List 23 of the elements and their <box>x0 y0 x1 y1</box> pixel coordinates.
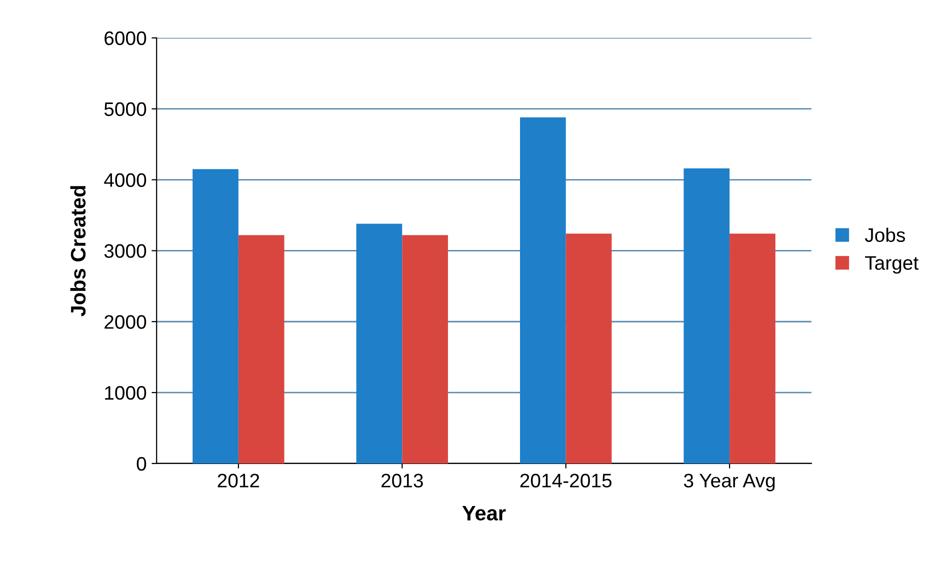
y-tick-label: 0 <box>136 456 146 471</box>
x-tick-label: 3 Year Avg <box>684 474 775 492</box>
y-tick-label: 6000 <box>104 31 146 46</box>
x-tick-label: 2014-2015 <box>520 474 612 488</box>
bar <box>356 224 402 464</box>
bar <box>684 168 730 464</box>
bar <box>520 117 566 464</box>
bar <box>238 235 284 464</box>
x-axis-title: Year <box>462 506 506 521</box>
legend-label: Target <box>865 256 918 274</box>
x-tick-label: 2013 <box>381 474 423 488</box>
bar <box>566 234 612 464</box>
y-tick-label: 4000 <box>104 173 146 187</box>
y-axis-title: Jobs Created <box>70 186 86 316</box>
legend-label: Jobs <box>864 228 905 242</box>
bar <box>192 169 238 464</box>
bar <box>730 234 776 464</box>
x-tick-label: 2012 <box>218 474 260 488</box>
y-tick-label: 1000 <box>105 386 146 400</box>
y-tick-label: 3000 <box>104 244 146 258</box>
y-tick-label: 5000 <box>104 102 146 116</box>
bar <box>402 235 448 464</box>
y-tick-label: 2000 <box>104 315 146 329</box>
